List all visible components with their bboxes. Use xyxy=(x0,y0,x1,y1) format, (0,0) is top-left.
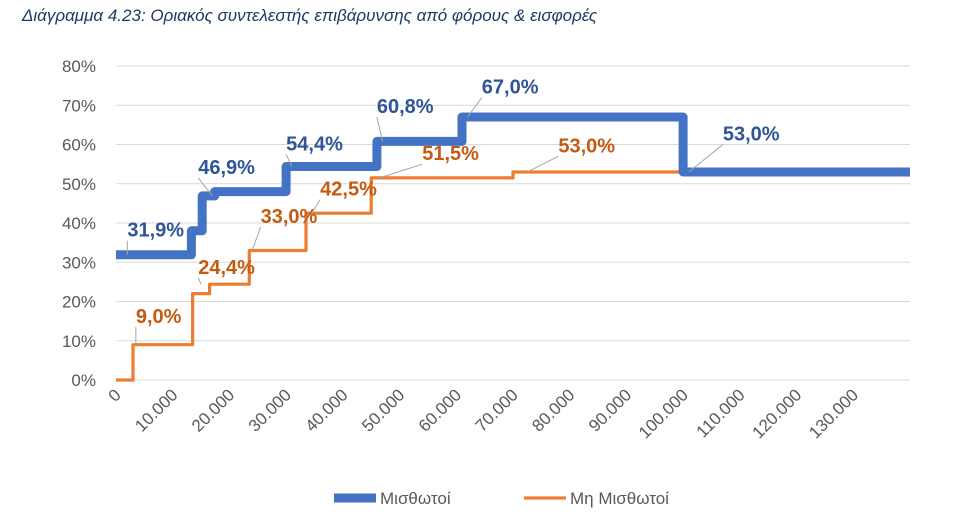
x-axis-ticks: 0 10.000 20.000 30.000 40.000 50.000 60.000 70.… xyxy=(105,385,862,442)
y-tick-label: 70% xyxy=(62,96,96,115)
data-label: 33,0% xyxy=(261,206,318,228)
series-mi-misthotoi-line xyxy=(116,170,910,382)
y-tick-label: 0% xyxy=(71,371,96,390)
x-tick-label: 60.000 xyxy=(415,385,465,435)
x-tick-label: 130.000 xyxy=(805,385,862,442)
leader-line xyxy=(376,116,384,142)
x-tick-label: 50.000 xyxy=(358,385,408,435)
legend: Μισθωτοί Μη Μισθωτοί xyxy=(334,489,669,508)
legend-label: Μη Μισθωτοί xyxy=(570,489,669,508)
y-tick-label: 10% xyxy=(62,332,96,351)
leader-line xyxy=(197,177,213,197)
y-axis-ticks: 0% 10% 20% 30% 40% 50% 60% 70% 80% xyxy=(62,57,96,390)
leader-line xyxy=(197,277,202,285)
leader-line xyxy=(285,154,293,167)
leader-line xyxy=(688,144,724,173)
data-label: 67,0% xyxy=(482,76,539,98)
data-label: 54,4% xyxy=(286,133,343,155)
x-tick-label: 30.000 xyxy=(245,385,295,435)
data-label: 42,5% xyxy=(320,179,377,201)
data-label: 51,5% xyxy=(422,143,479,165)
y-tick-label: 20% xyxy=(62,293,96,312)
data-label: 60,8% xyxy=(377,96,434,118)
data-label: 9,0% xyxy=(136,306,182,328)
x-tick-label: 20.000 xyxy=(188,385,238,435)
y-tick-label: 40% xyxy=(62,214,96,233)
leader-line xyxy=(251,226,262,251)
leader-line xyxy=(311,199,321,214)
x-tick-label: 10.000 xyxy=(131,385,181,435)
data-label: 46,9% xyxy=(198,157,255,179)
leader-line xyxy=(467,97,483,118)
y-tick-label: 50% xyxy=(62,175,96,194)
x-tick-label: 90.000 xyxy=(585,385,635,435)
data-label: 53,0% xyxy=(558,135,615,157)
series-lines xyxy=(116,112,910,382)
x-tick-label: 120.000 xyxy=(749,385,806,442)
data-label: 24,4% xyxy=(198,257,255,279)
x-tick-label: 70.000 xyxy=(472,385,522,435)
grid-lines xyxy=(116,65,910,381)
legend-label: Μισθωτοί xyxy=(380,489,451,508)
leader-line xyxy=(526,155,559,173)
x-tick-label: 40.000 xyxy=(301,385,351,435)
data-labels: 31,9% 46,9% 54,4% 60,8% 67,0% 53,0% 9,0% 24,4% 3… xyxy=(126,76,780,345)
leader-line xyxy=(379,163,423,179)
y-tick-label: 80% xyxy=(62,57,96,76)
y-tick-label: 30% xyxy=(62,253,96,272)
y-tick-label: 60% xyxy=(62,136,96,155)
x-tick-label: 110.000 xyxy=(693,385,749,441)
x-tick-label: 80.000 xyxy=(528,385,578,435)
data-label: 31,9% xyxy=(127,220,184,242)
x-tick-label: 100.000 xyxy=(635,385,692,442)
series-misthotoi-line xyxy=(116,112,910,260)
data-label: 53,0% xyxy=(723,124,780,146)
x-tick-label: 0 xyxy=(105,385,125,405)
chart-title: Διάγραμμα 4.23: Οριακός συντελεστής επιβ… xyxy=(22,6,598,25)
